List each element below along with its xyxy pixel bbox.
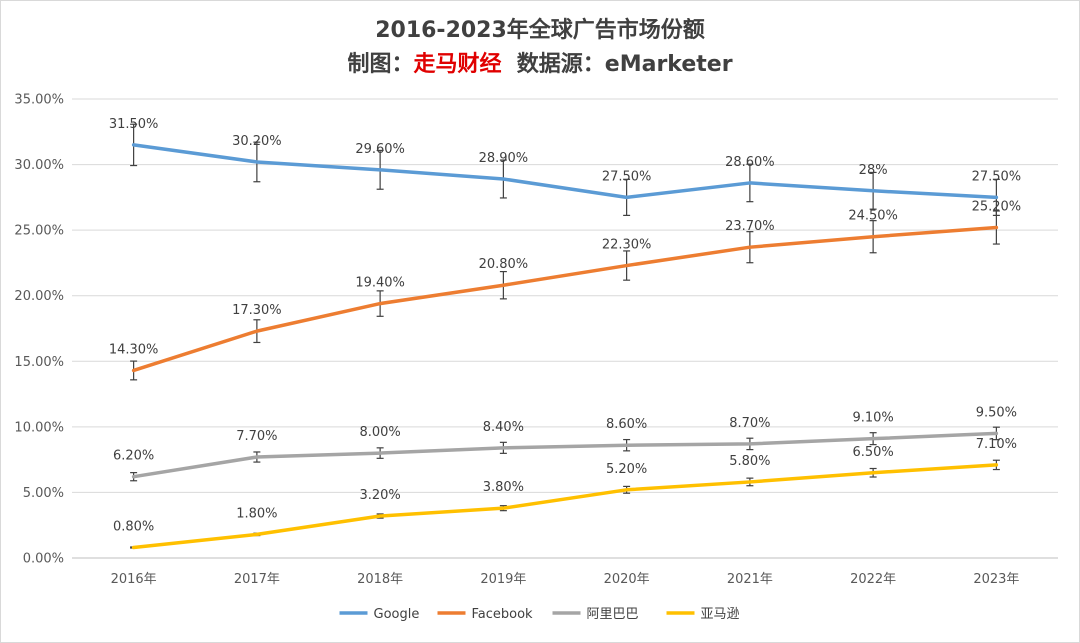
series-line-4 xyxy=(131,463,999,550)
y-tick-label: 30.00% xyxy=(14,158,64,173)
data-label: 5.80% xyxy=(729,454,770,469)
legend-label: Google xyxy=(374,607,420,622)
data-label: 17.30% xyxy=(232,303,282,318)
data-label: 19.40% xyxy=(355,276,405,291)
data-label: 6.50% xyxy=(852,445,893,460)
error-bars xyxy=(130,123,1000,549)
data-label: 20.80% xyxy=(479,257,529,272)
data-label: 9.50% xyxy=(976,405,1017,420)
x-tick-label: 2017年 xyxy=(234,572,280,587)
x-tick-label: 2020年 xyxy=(604,572,650,587)
data-label: 27.50% xyxy=(972,169,1022,184)
data-label: 28% xyxy=(859,163,888,178)
credit-brand: 走马财经 xyxy=(413,52,502,77)
data-label: 27.50% xyxy=(602,169,652,184)
data-label: 8.40% xyxy=(483,420,524,435)
data-label: 28.60% xyxy=(725,155,775,170)
y-tick-label: 25.00% xyxy=(14,224,64,239)
credit-source: 数据源：eMarketer xyxy=(516,52,733,77)
data-label: 8.70% xyxy=(729,416,770,431)
data-label: 28.90% xyxy=(479,151,529,166)
data-label: 6.20% xyxy=(113,449,154,464)
y-tick-label: 10.00% xyxy=(14,420,64,435)
data-label: 23.70% xyxy=(725,219,775,234)
data-labels: 31.50% 30.20% 29.60% 28.90% 27.50% 28.60% 28% 2… xyxy=(109,117,1021,535)
legend[interactable]: Google Facebook 阿里巴巴 亚马逊 xyxy=(339,607,740,622)
legend-label: Facebook xyxy=(472,607,534,622)
legend-item-3[interactable]: 阿里巴巴 xyxy=(552,607,639,622)
legend-item-4[interactable]: 亚马逊 xyxy=(666,607,740,622)
data-label: 8.60% xyxy=(606,417,647,432)
legend-item-2[interactable]: Facebook xyxy=(437,607,534,622)
legend-item-1[interactable]: Google xyxy=(339,607,420,622)
x-tick-label: 2018年 xyxy=(357,572,403,587)
y-tick-label: 5.00% xyxy=(23,486,64,501)
series-line-1 xyxy=(131,143,999,200)
legend-label: 亚马逊 xyxy=(701,607,740,622)
x-axis: 2016年 2017年 2018年 2019年 2020年 2021年 2022年 2023年 xyxy=(111,572,1020,587)
y-tick-label: 20.00% xyxy=(14,289,64,304)
series-lines xyxy=(131,143,999,550)
data-label: 31.50% xyxy=(109,117,159,132)
x-tick-label: 2021年 xyxy=(727,572,773,587)
series-line-2 xyxy=(131,225,999,373)
data-label: 29.60% xyxy=(355,142,405,157)
x-tick-label: 2023年 xyxy=(973,572,1019,587)
data-label: 24.50% xyxy=(848,209,898,224)
y-tick-label: 35.00% xyxy=(14,93,64,108)
data-label: 25.20% xyxy=(972,200,1022,215)
data-label: 5.20% xyxy=(606,462,647,477)
y-tick-label: 0.00% xyxy=(23,552,64,567)
data-label: 22.30% xyxy=(602,238,652,253)
data-label: 3.20% xyxy=(359,488,400,503)
data-label: 7.10% xyxy=(976,437,1017,452)
y-tick-label: 15.00% xyxy=(14,355,64,370)
credit-prefix: 制图： xyxy=(347,52,414,77)
series-line-3 xyxy=(131,431,999,479)
gridlines xyxy=(72,98,1058,559)
chart-title: 2016-2023年全球广告市场份额 xyxy=(375,18,705,43)
data-label: 30.20% xyxy=(232,134,282,149)
data-label: 8.00% xyxy=(359,425,400,440)
legend-label: 阿里巴巴 xyxy=(587,607,639,622)
data-label: 9.10% xyxy=(852,411,893,426)
x-tick-label: 2019年 xyxy=(480,572,526,587)
data-label: 7.70% xyxy=(236,429,277,444)
x-tick-label: 2016年 xyxy=(111,572,157,587)
chart-subtitle: 制图：走马财经 数据源：eMarketer xyxy=(0,46,1080,78)
y-axis: 0.00% 5.00% 10.00% 15.00% 20.00% 25.00% 30.00%… xyxy=(14,93,64,567)
data-label: 14.30% xyxy=(109,342,159,357)
data-label: 1.80% xyxy=(236,506,277,521)
x-tick-label: 2022年 xyxy=(850,572,896,587)
data-label: 0.80% xyxy=(113,520,154,535)
data-label: 3.80% xyxy=(483,480,524,495)
